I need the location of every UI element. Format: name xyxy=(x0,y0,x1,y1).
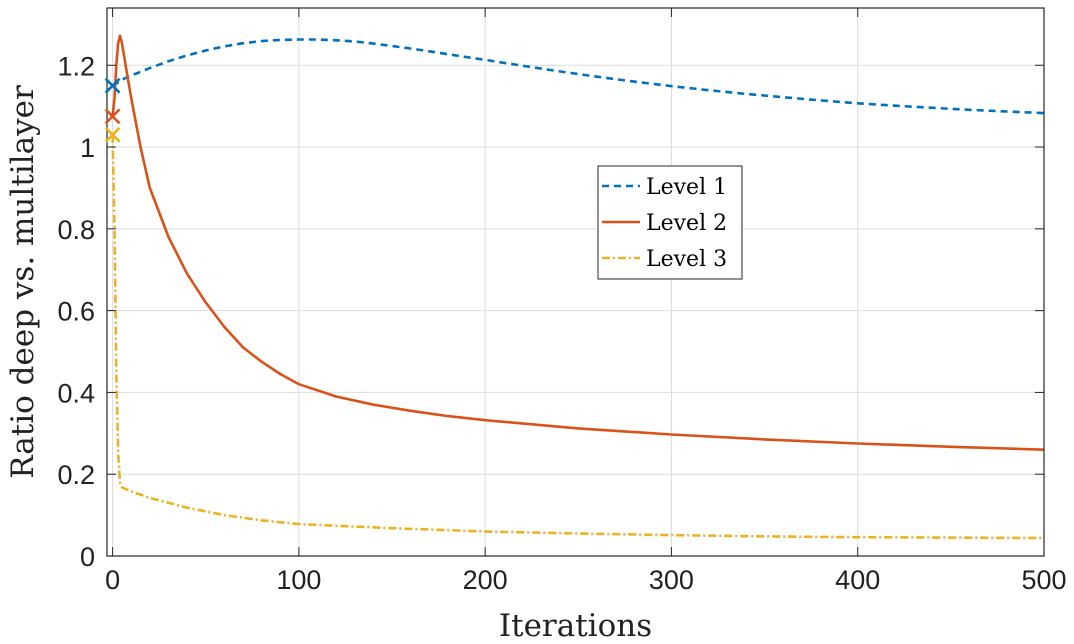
x-tick-label: 500 xyxy=(1021,565,1066,595)
y-tick-label: 0.2 xyxy=(57,460,95,490)
x-tick-label: 100 xyxy=(276,565,321,595)
x-axis-label: Iterations xyxy=(499,608,652,644)
x-tick-label: 0 xyxy=(105,565,120,595)
legend: Level 1 Level 2 Level 3 xyxy=(597,165,743,280)
y-tick-label: 1 xyxy=(80,133,95,163)
axis-ticks: 0 100 200 300 400 500 0 0.2 0.4 0.6 0.8 1 1.2 xyxy=(57,8,1067,595)
legend-item-level-2: Level 2 xyxy=(602,211,727,236)
y-tick-label: 1.2 xyxy=(57,51,95,81)
start-marker-level-2 xyxy=(104,108,121,125)
x-tick-label: 200 xyxy=(463,565,508,595)
series-line-level-1 xyxy=(111,38,1044,115)
legend-label: Level 2 xyxy=(646,211,727,236)
series-line-level-3 xyxy=(111,134,1044,540)
x-tick-label: 400 xyxy=(835,565,880,595)
start-marker-level-1 xyxy=(104,77,121,94)
y-tick-label: 0.4 xyxy=(57,378,95,408)
legend-label: Level 3 xyxy=(646,247,727,272)
y-tick-label: 0.6 xyxy=(57,297,95,327)
plot-frame xyxy=(106,7,1045,557)
plot-area xyxy=(111,34,1044,540)
start-markers xyxy=(104,77,121,143)
legend-item-level-3: Level 3 xyxy=(602,247,727,272)
x-tick-label: 300 xyxy=(649,565,694,595)
legend-item-level-1: Level 1 xyxy=(602,175,727,200)
legend-label: Level 1 xyxy=(646,175,727,200)
y-tick-label: 0 xyxy=(80,542,95,572)
series-line-level-2 xyxy=(111,34,1044,451)
grid xyxy=(107,8,1045,557)
start-marker-level-3 xyxy=(104,126,121,143)
y-axis-label: Ratio deep vs. multilayer xyxy=(5,85,41,479)
y-tick-label: 0.8 xyxy=(57,215,95,245)
